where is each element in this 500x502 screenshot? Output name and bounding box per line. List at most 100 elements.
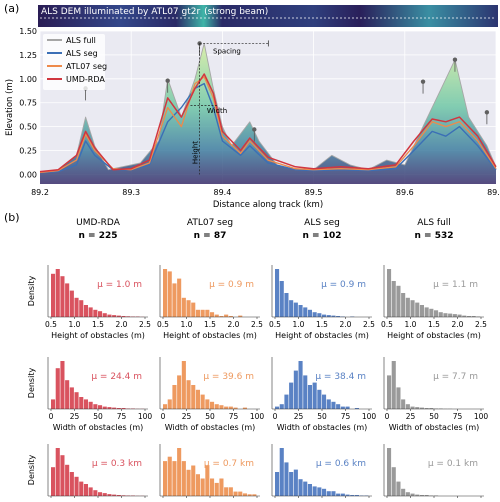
x-tick-label: 2.5 — [139, 320, 151, 329]
x-axis-label: Width of obstacles (m) — [389, 423, 480, 432]
histogram-bar — [191, 303, 195, 317]
histogram-bar — [392, 281, 396, 317]
histogram-bar — [70, 291, 74, 317]
histogram-bar — [439, 312, 443, 317]
histogram-bar — [107, 315, 111, 317]
histogram-bar — [280, 448, 284, 496]
histogram-bar — [313, 312, 317, 317]
density-label: Density — [27, 368, 36, 399]
histogram-bar — [317, 390, 321, 409]
histogram-bar — [163, 269, 167, 317]
histogram-bar — [163, 404, 167, 409]
histogram-bar — [308, 484, 312, 496]
obstacle-marker — [453, 57, 457, 61]
histogram-bar — [75, 298, 79, 317]
histogram-bar — [411, 300, 415, 317]
histogram-bar — [396, 482, 400, 496]
histogram-bar — [89, 307, 93, 317]
x-tick-label: 2.0 — [116, 320, 128, 329]
histogram-bar — [93, 404, 97, 409]
mean-label: μ = 1.1 m — [433, 280, 478, 290]
x-tick-label: 25 — [406, 412, 416, 421]
histogram-bar — [201, 479, 205, 497]
histogram-bar — [294, 303, 298, 317]
panel-a-label: (a) — [4, 2, 19, 15]
dem-title-text: ALS DEM illuminated by ATL07 gt2r — [41, 7, 200, 17]
mean-label: μ = 1.0 m — [97, 280, 142, 290]
histogram-bar — [205, 310, 209, 317]
histogram-bar — [448, 314, 452, 317]
histogram-bar — [98, 405, 102, 409]
x-tick-label: 0.5 — [381, 320, 393, 329]
histogram-bar — [341, 494, 345, 496]
x-axis-label: Width of obstacles (m) — [165, 423, 256, 432]
histogram-bar — [219, 405, 223, 409]
histogram-bar — [89, 487, 93, 496]
x-tick-label: 75 — [117, 412, 127, 421]
x-axis-label: Width of obstacles (m) — [277, 423, 368, 432]
histogram-bar — [103, 313, 107, 317]
histogram-bar — [84, 305, 88, 317]
histogram-bar — [294, 470, 298, 496]
panel-b-label: (b) — [4, 211, 20, 224]
histogram-bar — [313, 486, 317, 496]
x-tick-label: 50 — [93, 412, 103, 421]
dem-title: ALS DEM illuminated by ATL07 gt2r(strong… — [41, 7, 268, 17]
histogram-bar — [210, 402, 214, 409]
x-tick-label: 1.5 — [92, 320, 104, 329]
histogram-bar — [84, 399, 88, 409]
histogram-bar — [201, 395, 205, 409]
histogram-bar — [196, 474, 200, 496]
mean-label: μ = 0.9 m — [321, 280, 366, 290]
histogram-bar — [294, 371, 298, 409]
histogram-bar — [65, 465, 69, 496]
histogram-bar — [401, 293, 405, 317]
histogram-bar — [60, 361, 64, 409]
y-axis-label: Elevation (m) — [5, 79, 15, 136]
histogram-bar — [411, 494, 415, 496]
histogram-bar — [56, 368, 60, 409]
histogram-bar — [93, 490, 97, 496]
histogram-bar — [420, 305, 424, 317]
histogram-bar — [168, 457, 172, 496]
histogram-bar — [70, 387, 74, 409]
y-tick-label: 0.00 — [19, 170, 37, 179]
legend-label: ALS full — [66, 36, 96, 45]
histogram-bar — [187, 300, 191, 317]
x-tick-label: 0.5 — [269, 320, 281, 329]
mean-label: μ = 24.4 m — [91, 372, 142, 382]
histogram-bar — [89, 402, 93, 409]
histogram-bar — [458, 315, 462, 317]
histogram-bar — [98, 492, 102, 496]
x-tick-label: 50 — [205, 412, 215, 421]
x-tick-label: 0 — [273, 412, 278, 421]
x-tick-label: 2.0 — [228, 320, 240, 329]
y-tick-label: 1.00 — [19, 75, 37, 84]
histogram-bar — [79, 300, 83, 317]
histogram-bar — [313, 383, 317, 409]
histogram-bar — [284, 293, 288, 317]
histogram-bar — [289, 300, 293, 317]
histogram-bar — [98, 311, 102, 317]
y-tick-label: 0.25 — [19, 147, 37, 156]
histogram-bar — [238, 492, 242, 496]
x-tick-label: 100 — [250, 412, 265, 421]
histogram-bar — [182, 461, 186, 496]
x-axis-label: Distance along track (km) — [213, 200, 323, 210]
x-tick-label: 50 — [317, 412, 327, 421]
legend-label: ATL07 seg — [66, 62, 107, 71]
histogram-bar — [70, 472, 74, 496]
density-label: Density — [27, 276, 36, 307]
spacing-annotation: Spacing — [213, 47, 241, 55]
histogram-bar — [187, 470, 191, 496]
y-tick-label: 0.50 — [19, 123, 37, 132]
histogram-bar — [280, 404, 284, 409]
histogram-bar — [317, 487, 321, 496]
histogram-bar — [275, 269, 279, 317]
legend-label: UMD-RDA — [66, 75, 105, 84]
histogram-bar — [415, 303, 419, 317]
histogram-bar — [177, 375, 181, 409]
x-tick-label: 89.2 — [31, 188, 49, 197]
x-tick-label: 2.5 — [251, 320, 263, 329]
